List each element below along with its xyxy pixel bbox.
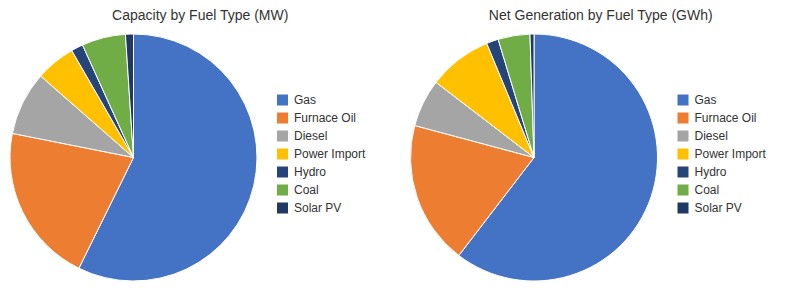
legend-item: Coal <box>277 183 319 197</box>
legend-label: Power Import <box>695 147 767 161</box>
legend-swatch <box>678 167 689 178</box>
chart-title: Net Generation by Fuel Type (GWh) <box>489 7 713 23</box>
legend-label: Coal <box>695 183 720 197</box>
legend-item: Hydro <box>277 165 326 179</box>
legend-item: Solar PV <box>277 201 341 215</box>
legend-label: Hydro <box>294 165 326 179</box>
legend-swatch <box>277 167 288 178</box>
legend-label: Furnace Oil <box>294 111 356 125</box>
legend-item: Diesel <box>277 129 327 143</box>
legend-label: Power Import <box>294 147 366 161</box>
legend-swatch <box>678 185 689 196</box>
legend-swatch <box>678 131 689 142</box>
legend: Gas Furnace Oil Diesel Power Import Hydro Coa… <box>277 93 366 215</box>
pie-slice <box>530 34 534 158</box>
legend-swatch <box>277 149 288 160</box>
legend-swatch <box>678 203 689 214</box>
chart-canvas: Capacity by Fuel Type (MW) Gas Furnace Oil… <box>0 0 801 289</box>
legend-swatch <box>277 131 288 142</box>
legend-item: Power Import <box>678 147 767 161</box>
legend-swatch <box>277 113 288 124</box>
legend-item: Solar PV <box>678 201 742 215</box>
pie-panel: Net Generation by Fuel Type (GWh) Gas Furn… <box>410 7 766 281</box>
legend-label: Gas <box>695 93 717 107</box>
legend-item: Gas <box>277 93 316 107</box>
legend-item: Hydro <box>678 165 727 179</box>
pie <box>10 34 257 281</box>
legend-item: Coal <box>678 183 720 197</box>
legend-label: Solar PV <box>695 201 742 215</box>
legend-swatch <box>678 95 689 106</box>
pie <box>410 34 657 281</box>
legend-label: Diesel <box>695 129 728 143</box>
legend-label: Diesel <box>294 129 327 143</box>
legend: Gas Furnace Oil Diesel Power Import Hydro Coa… <box>678 93 767 215</box>
legend-label: Hydro <box>695 165 727 179</box>
pie-slice <box>125 34 133 158</box>
legend-swatch <box>678 113 689 124</box>
chart-title: Capacity by Fuel Type (MW) <box>112 7 288 23</box>
legend-swatch <box>277 185 288 196</box>
legend-swatch <box>678 149 689 160</box>
pie-slice <box>83 34 134 157</box>
legend-item: Gas <box>678 93 717 107</box>
legend-label: Coal <box>294 183 319 197</box>
legend-item: Furnace Oil <box>277 111 356 125</box>
legend-item: Diesel <box>678 129 728 143</box>
legend-swatch <box>277 95 288 106</box>
legend-label: Gas <box>294 93 316 107</box>
pie-slice <box>498 34 534 157</box>
legend-label: Furnace Oil <box>695 111 757 125</box>
legend-swatch <box>277 203 288 214</box>
legend-label: Solar PV <box>294 201 341 215</box>
pie-panel: Capacity by Fuel Type (MW) Gas Furnace Oil… <box>10 7 366 281</box>
legend-item: Power Import <box>277 147 366 161</box>
legend-item: Furnace Oil <box>678 111 757 125</box>
